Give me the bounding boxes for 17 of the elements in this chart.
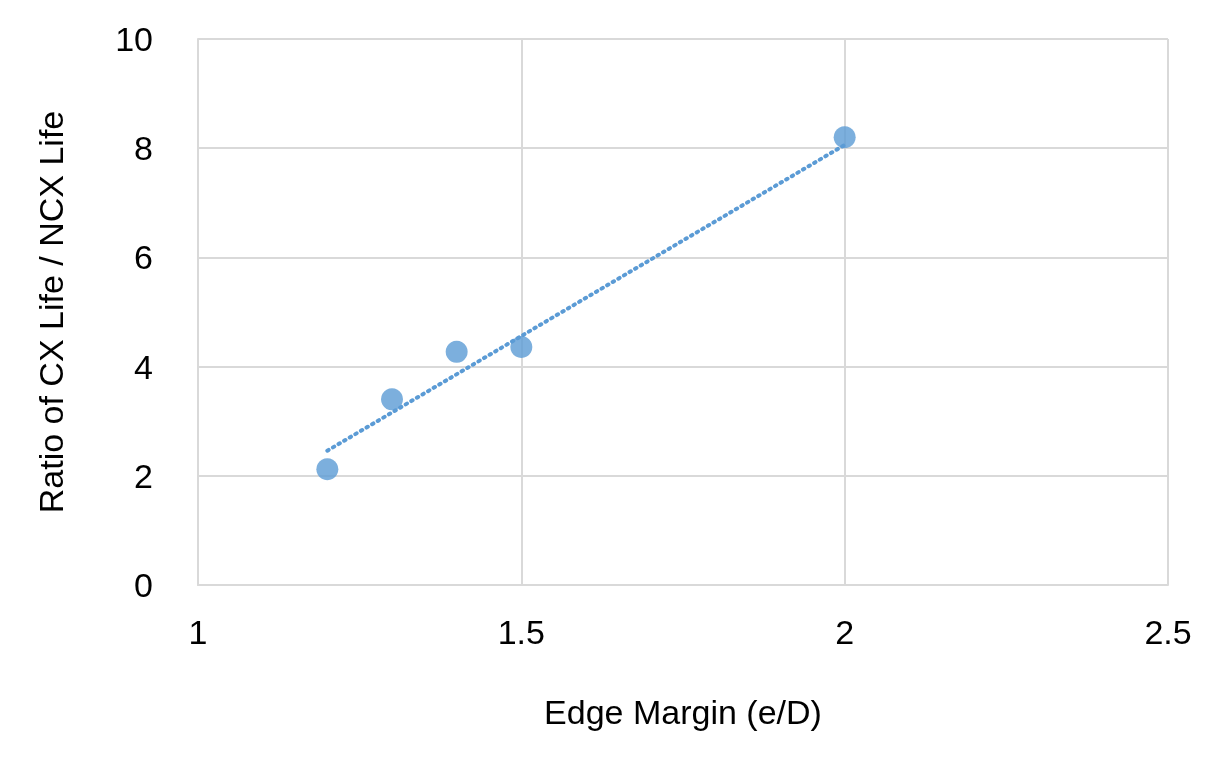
point (445, 340, 468, 363)
point (510, 335, 533, 358)
y-tick-label: 0 (134, 566, 153, 604)
point (316, 458, 339, 481)
point (833, 126, 856, 149)
x-tick-label: 2 (835, 613, 855, 651)
y-tick-label: 6 (134, 238, 153, 277)
y-tick-label: 8 (134, 129, 153, 168)
y-tick-label: 10 (115, 20, 153, 58)
x-tick-label: 1 (188, 613, 208, 651)
y-tick-label: 2 (134, 456, 153, 495)
x-tick-label: 1.5 (497, 613, 545, 651)
y-tick-label: 4 (134, 347, 153, 386)
x-axis-title: Edge Margin (e/D) (544, 693, 822, 731)
y-axis-title: Ratio of CX Life / NCX Life (32, 110, 70, 514)
point (381, 388, 403, 411)
x-tick-label: 2.5 (1144, 613, 1192, 651)
